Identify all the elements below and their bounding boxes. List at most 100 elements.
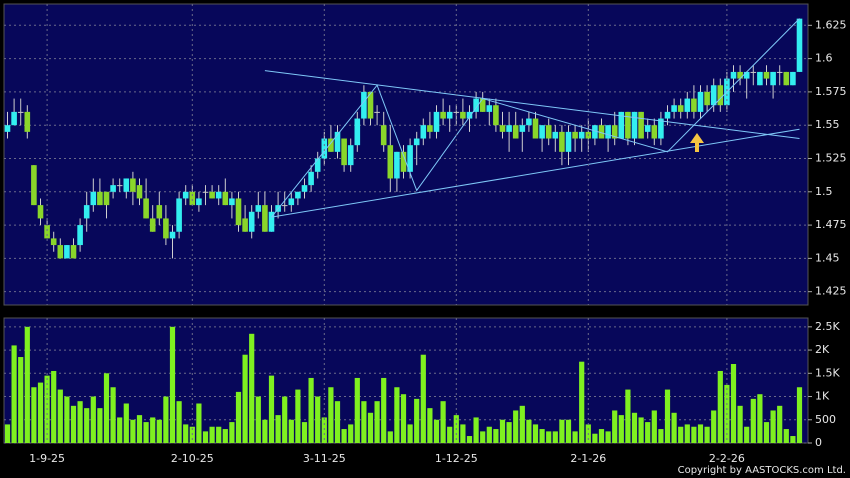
candle-body (295, 191, 301, 199)
volume-bar (651, 410, 657, 443)
volume-bar (110, 387, 116, 443)
volume-bar (664, 389, 671, 443)
candle-body (486, 105, 493, 112)
candle-body (182, 191, 189, 199)
volume-bar (605, 431, 611, 443)
volume-bar (704, 426, 710, 443)
candle-body (697, 91, 704, 112)
candle-body (559, 131, 565, 152)
volume-bar (513, 410, 519, 443)
volume-bar (526, 419, 532, 443)
candle-body (64, 245, 70, 259)
volume-bar (407, 424, 413, 443)
candle-body (328, 138, 334, 152)
volume-bar (460, 424, 466, 443)
volume-bar (37, 382, 44, 443)
volume-bar (552, 431, 558, 443)
volume-bar (268, 375, 275, 443)
candle-body (268, 211, 275, 232)
candle-body (427, 125, 433, 132)
volume-bar (249, 333, 255, 443)
trend-line (271, 128, 800, 218)
volume-bar (348, 424, 354, 443)
candle-body (519, 125, 526, 132)
volume-bar (387, 431, 393, 443)
volume-bar (592, 433, 598, 443)
candle-body (97, 191, 103, 206)
volume-bar (763, 422, 770, 443)
volume-bar (572, 431, 578, 443)
candle-body (321, 138, 328, 159)
volume-bar (618, 415, 624, 443)
volume-bar (216, 426, 222, 443)
volume-bar (57, 389, 63, 443)
volume-bar (374, 401, 380, 443)
candle-body (598, 125, 605, 139)
volume-bar (150, 417, 156, 443)
volume-bar (84, 408, 90, 443)
candle-body (242, 218, 248, 232)
candle-body (189, 191, 196, 206)
volume-bar (282, 396, 288, 443)
volume-bar (447, 426, 453, 443)
candle-body (552, 131, 559, 139)
volume-bar (737, 405, 743, 443)
y-tick-label: 2K (815, 343, 830, 356)
volume-bar (579, 361, 585, 443)
candle-body (90, 191, 97, 206)
candle-body (770, 71, 776, 86)
volume-bar (255, 396, 261, 443)
volume-bar (275, 415, 281, 443)
candle-body (433, 111, 440, 132)
volume-bar (420, 354, 426, 443)
volume-bar (334, 401, 341, 443)
candle-body (176, 198, 182, 232)
candle-body (743, 71, 750, 79)
candle-body (790, 71, 796, 86)
volume-bar (97, 408, 103, 443)
copyright: Copyright by AASTOCKS.com Ltd. (678, 465, 846, 476)
candle-body (704, 91, 710, 106)
trend-line (264, 70, 800, 140)
candle-body (136, 185, 143, 199)
candle-body (255, 205, 262, 212)
x-tick-label: 3-11-25 (303, 452, 346, 465)
volume-bar (18, 357, 24, 443)
candle-body (110, 185, 116, 192)
candle-body (572, 131, 578, 139)
candle-body (215, 191, 222, 199)
volume-bar (427, 408, 433, 443)
volume-bar (242, 354, 248, 443)
candle-body (664, 111, 671, 119)
y-tick-label: 0 (815, 436, 822, 449)
volume-bar (354, 377, 360, 443)
candle-body (374, 111, 380, 113)
volume-bar (70, 405, 77, 443)
x-tick-label: 1-12-25 (435, 452, 478, 465)
candle-body (757, 71, 763, 86)
volume-bar (638, 417, 644, 443)
candle-body (57, 245, 64, 259)
candle-body (156, 205, 163, 219)
candle-body (796, 18, 803, 72)
candle-body (407, 145, 413, 172)
volume-bar (493, 429, 499, 443)
candle-body (334, 131, 341, 152)
candle-body (783, 71, 790, 86)
candle-body (446, 111, 453, 119)
volume-bar (519, 405, 525, 443)
volume-bar (156, 419, 162, 443)
y-tick-label: 500 (815, 413, 836, 426)
volume-bar (645, 422, 651, 443)
candle-body (479, 98, 486, 112)
candle-body (658, 118, 664, 139)
candle-body (625, 111, 631, 139)
candle-body (301, 185, 308, 192)
volume-bar (4, 424, 11, 443)
candle-body (341, 138, 347, 166)
candle-body (123, 178, 130, 192)
candle-body (677, 105, 684, 112)
volume-bar (381, 377, 387, 443)
volume-bar (229, 422, 235, 443)
